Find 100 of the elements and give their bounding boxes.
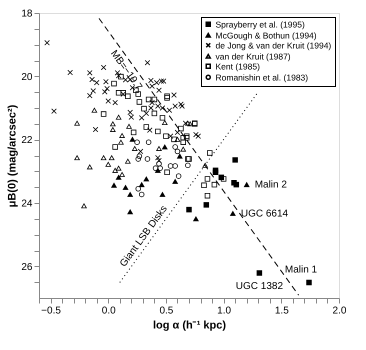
legend-label: McGough & Bothun (1994) (216, 30, 317, 40)
point (128, 114, 134, 120)
point (135, 186, 141, 192)
point (136, 99, 142, 105)
point (193, 132, 199, 138)
y-axis-title: μB(0) (mag/arcsec²) (6, 104, 18, 208)
point (110, 121, 116, 126)
point (144, 124, 150, 130)
point (105, 162, 111, 167)
point (152, 110, 158, 116)
point (104, 86, 110, 92)
y-tick-label: 20 (21, 72, 33, 83)
x-axis-title: log α (h⁻¹ kpc) (152, 320, 226, 332)
point (164, 170, 170, 176)
point (89, 76, 95, 82)
point (185, 162, 191, 168)
point (119, 172, 125, 177)
point (193, 216, 199, 222)
point (234, 182, 240, 188)
point (168, 163, 174, 169)
point (138, 192, 144, 198)
point (67, 70, 73, 76)
point (81, 203, 87, 208)
point (138, 115, 144, 121)
point (202, 162, 208, 168)
point (94, 80, 100, 86)
point (130, 136, 136, 142)
point (149, 83, 155, 89)
point (110, 127, 116, 132)
point (103, 78, 109, 84)
point (127, 110, 133, 116)
point (135, 156, 141, 162)
point (111, 182, 117, 188)
annotation: Malin 1 (284, 264, 318, 276)
point (162, 120, 168, 125)
point (195, 133, 201, 139)
point (118, 140, 124, 145)
point (184, 135, 190, 141)
point (144, 176, 150, 182)
point (108, 155, 114, 160)
x-tick-label: 0.0 (102, 306, 116, 316)
point (90, 88, 96, 94)
point (160, 192, 166, 197)
point (116, 166, 122, 171)
point (162, 144, 168, 150)
point (172, 144, 178, 150)
point (172, 179, 178, 184)
x-tick-label: 0.5 (159, 306, 174, 316)
legend-label: de Jong & van der Kruit (1994) (216, 40, 332, 50)
y-tick-label: 22 (21, 135, 33, 146)
point (125, 158, 131, 164)
point (92, 108, 98, 113)
point (171, 136, 177, 142)
y-tick-label: 24 (21, 198, 33, 210)
annotation: Malin 2 (254, 180, 288, 191)
point (127, 192, 133, 197)
point (178, 126, 184, 132)
point (156, 158, 162, 164)
y-tick-label: 18 (21, 8, 33, 20)
point (201, 182, 207, 188)
point (141, 106, 147, 112)
point (163, 133, 169, 139)
point (152, 96, 158, 102)
point (187, 121, 193, 126)
point (144, 110, 150, 116)
point (132, 146, 138, 151)
point (144, 60, 150, 66)
point (119, 133, 125, 138)
point (134, 139, 140, 145)
point (306, 280, 312, 286)
y-tick-label: 26 (21, 262, 33, 273)
point (180, 135, 186, 141)
point (125, 94, 131, 100)
point (102, 89, 108, 95)
point (152, 165, 158, 171)
point (171, 92, 177, 98)
point (146, 139, 152, 145)
point (204, 176, 210, 182)
point (149, 100, 155, 106)
point (156, 146, 162, 151)
point (51, 108, 57, 114)
point (87, 164, 93, 170)
point (135, 91, 141, 97)
point (126, 124, 132, 129)
point (174, 148, 180, 154)
point (116, 114, 122, 120)
x-tick-label: 1.0 (217, 306, 232, 316)
point (182, 120, 188, 126)
point (207, 150, 213, 156)
point (74, 120, 80, 126)
point (116, 90, 122, 96)
point (168, 133, 174, 139)
legend-label: Romanishin et al. (1983) (216, 72, 308, 82)
point (122, 185, 128, 190)
point (100, 64, 106, 70)
point (74, 155, 80, 160)
point (146, 96, 152, 102)
point (244, 182, 250, 188)
point (138, 182, 144, 188)
point (156, 88, 162, 94)
